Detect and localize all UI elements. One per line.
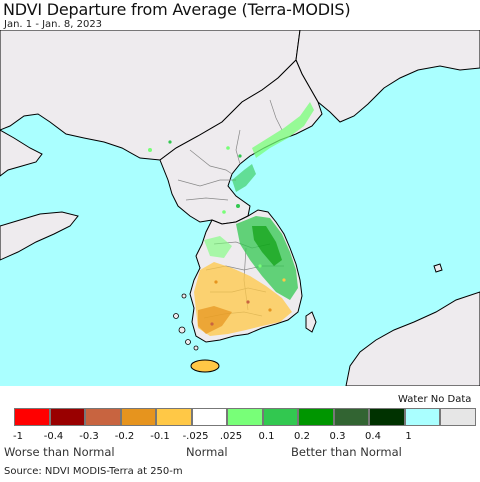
legend-tick-8: 0.2: [294, 431, 310, 442]
legend-tick-2: -0.3: [79, 431, 99, 442]
legend-color-bar: [14, 408, 476, 428]
legend-swatch-10: [369, 408, 405, 426]
legend-tick-10: 0.4: [365, 431, 381, 442]
legend-nodata-label: No Data: [430, 394, 472, 405]
legend-tick-11: 1: [405, 431, 412, 442]
legend-swatch-4: [156, 408, 192, 426]
source-note: Source: NDVI MODIS-Terra at 250-m: [4, 466, 183, 477]
legend-swatch-1: [49, 408, 85, 426]
legend-tick-4: -0.1: [150, 431, 170, 442]
legend-swatch-9: [333, 408, 369, 426]
legend-swatch-8: [298, 408, 334, 426]
ndvi-pixels: [148, 102, 314, 336]
legend-tick-7: 0.1: [258, 431, 275, 442]
legend-tick-3: -0.2: [114, 431, 135, 442]
legend-tick-1: -0.4: [43, 431, 64, 442]
legend-swatch-12: [440, 408, 476, 426]
liaodong-peninsula: [0, 129, 43, 177]
legend-tick-5: -.025: [182, 431, 209, 442]
legend-water-nodata-label: Water No Data: [398, 394, 471, 405]
shandong-peninsula: [0, 211, 79, 261]
date-range: Jan. 1 - Jan. 8, 2023: [4, 19, 103, 30]
jeju-island: [190, 359, 220, 373]
map-title: NDVI Departure from Average (Terra-MODIS…: [3, 0, 351, 19]
legend-swatch-2: [85, 408, 121, 426]
legend-swatch-6: [227, 408, 263, 426]
ndvi-map: [0, 30, 480, 386]
legend-swatch-5: [191, 408, 227, 426]
legend-swatch-0: [14, 408, 50, 426]
tsushima-island: [305, 311, 317, 333]
legend-swatch-7: [262, 408, 298, 426]
legend-normal-label: Normal: [186, 445, 228, 459]
legend-swatch-3: [120, 408, 156, 426]
legend-tick-9: 0.3: [329, 431, 346, 442]
legend: Water No Data -1 -0.4 -0.3 -0.2 -0.1 -.025 .02…: [0, 390, 480, 460]
legend-swatch-11: [404, 408, 440, 426]
japan-landmass: [345, 291, 480, 386]
legend-better-label: Better than Normal: [291, 445, 402, 459]
sw-islands: [173, 293, 199, 351]
oki-island: [433, 263, 443, 273]
legend-tick-0: -1: [13, 431, 23, 442]
legend-tick-6: .025: [219, 431, 243, 442]
legend-water-label: Water: [398, 394, 428, 405]
legend-worse-label: Worse than Normal: [4, 445, 115, 459]
